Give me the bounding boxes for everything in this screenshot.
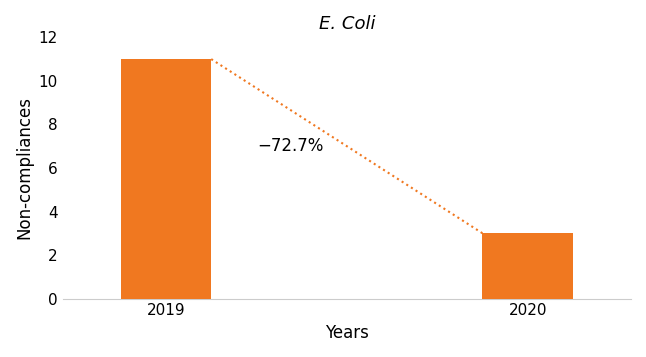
Text: −72.7%: −72.7%	[258, 137, 324, 155]
Bar	[121, 59, 211, 298]
X-axis label: Years: Years	[325, 324, 369, 342]
Bar	[483, 233, 573, 298]
Title: E. Coli: E. Coli	[318, 15, 375, 33]
Y-axis label: Non-compliances: Non-compliances	[15, 96, 33, 240]
